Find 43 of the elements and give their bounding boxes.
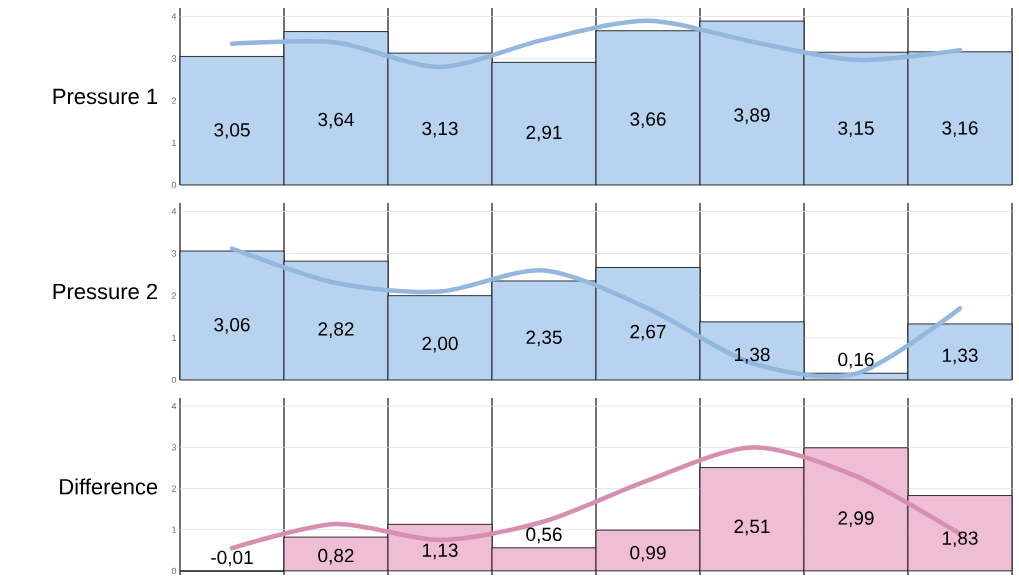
data-label: 0,82 [318,548,354,565]
data-label: 3,64 [318,112,354,129]
data-label: 3,16 [942,121,978,137]
y-axis-title: Difference [60,478,158,495]
data-label: 2,82 [318,322,354,338]
data-label: 0,99 [630,545,666,562]
y-tick-label: 2 [171,97,177,104]
y-tick-label: 0 [171,181,177,189]
y-tick-label: 1 [172,139,177,146]
data-label: 2,51 [734,519,770,536]
y-tick-label: 0 [171,376,177,384]
line-series [229,18,963,70]
data-label: 2,99 [838,511,874,528]
y-tick-label: 4 [171,403,177,410]
y-tick-label: 4 [171,13,177,20]
data-label: 3,66 [630,112,666,129]
data-label: 3,89 [734,108,770,124]
data-label: 2,35 [526,330,562,347]
y-tick-label: 4 [171,208,177,215]
data-label: 1,33 [942,348,978,365]
data-label: 1,83 [942,531,978,548]
data-label: 3,06 [214,317,250,334]
y-tick-label: 0 [171,567,177,575]
data-label: 2,91 [526,125,562,142]
y-axis-title: Pressure 2 [53,283,158,300]
data-label: 2,00 [422,336,458,353]
data-label: 3,13 [422,121,458,138]
y-tick-label: 3 [171,250,177,257]
y-tick-label: 2 [171,485,177,492]
data-label: 1,38 [734,347,770,364]
y-tick-label: 2 [171,292,177,299]
data-label: -0,01 [211,550,253,567]
data-label: 0,56 [526,527,562,544]
data-label: 2,67 [630,324,666,341]
data-label: 3,05 [214,123,250,139]
y-tick-label: 3 [171,444,177,451]
data-label: 1,13 [422,543,458,560]
y-tick-label: 1 [172,334,177,341]
data-label: 3,15 [838,121,874,138]
y-axis-title: Pressure 1 [53,88,158,105]
data-label: 0,16 [838,352,874,369]
y-tick-label: 1 [172,526,177,533]
y-tick-label: 3 [171,55,177,62]
